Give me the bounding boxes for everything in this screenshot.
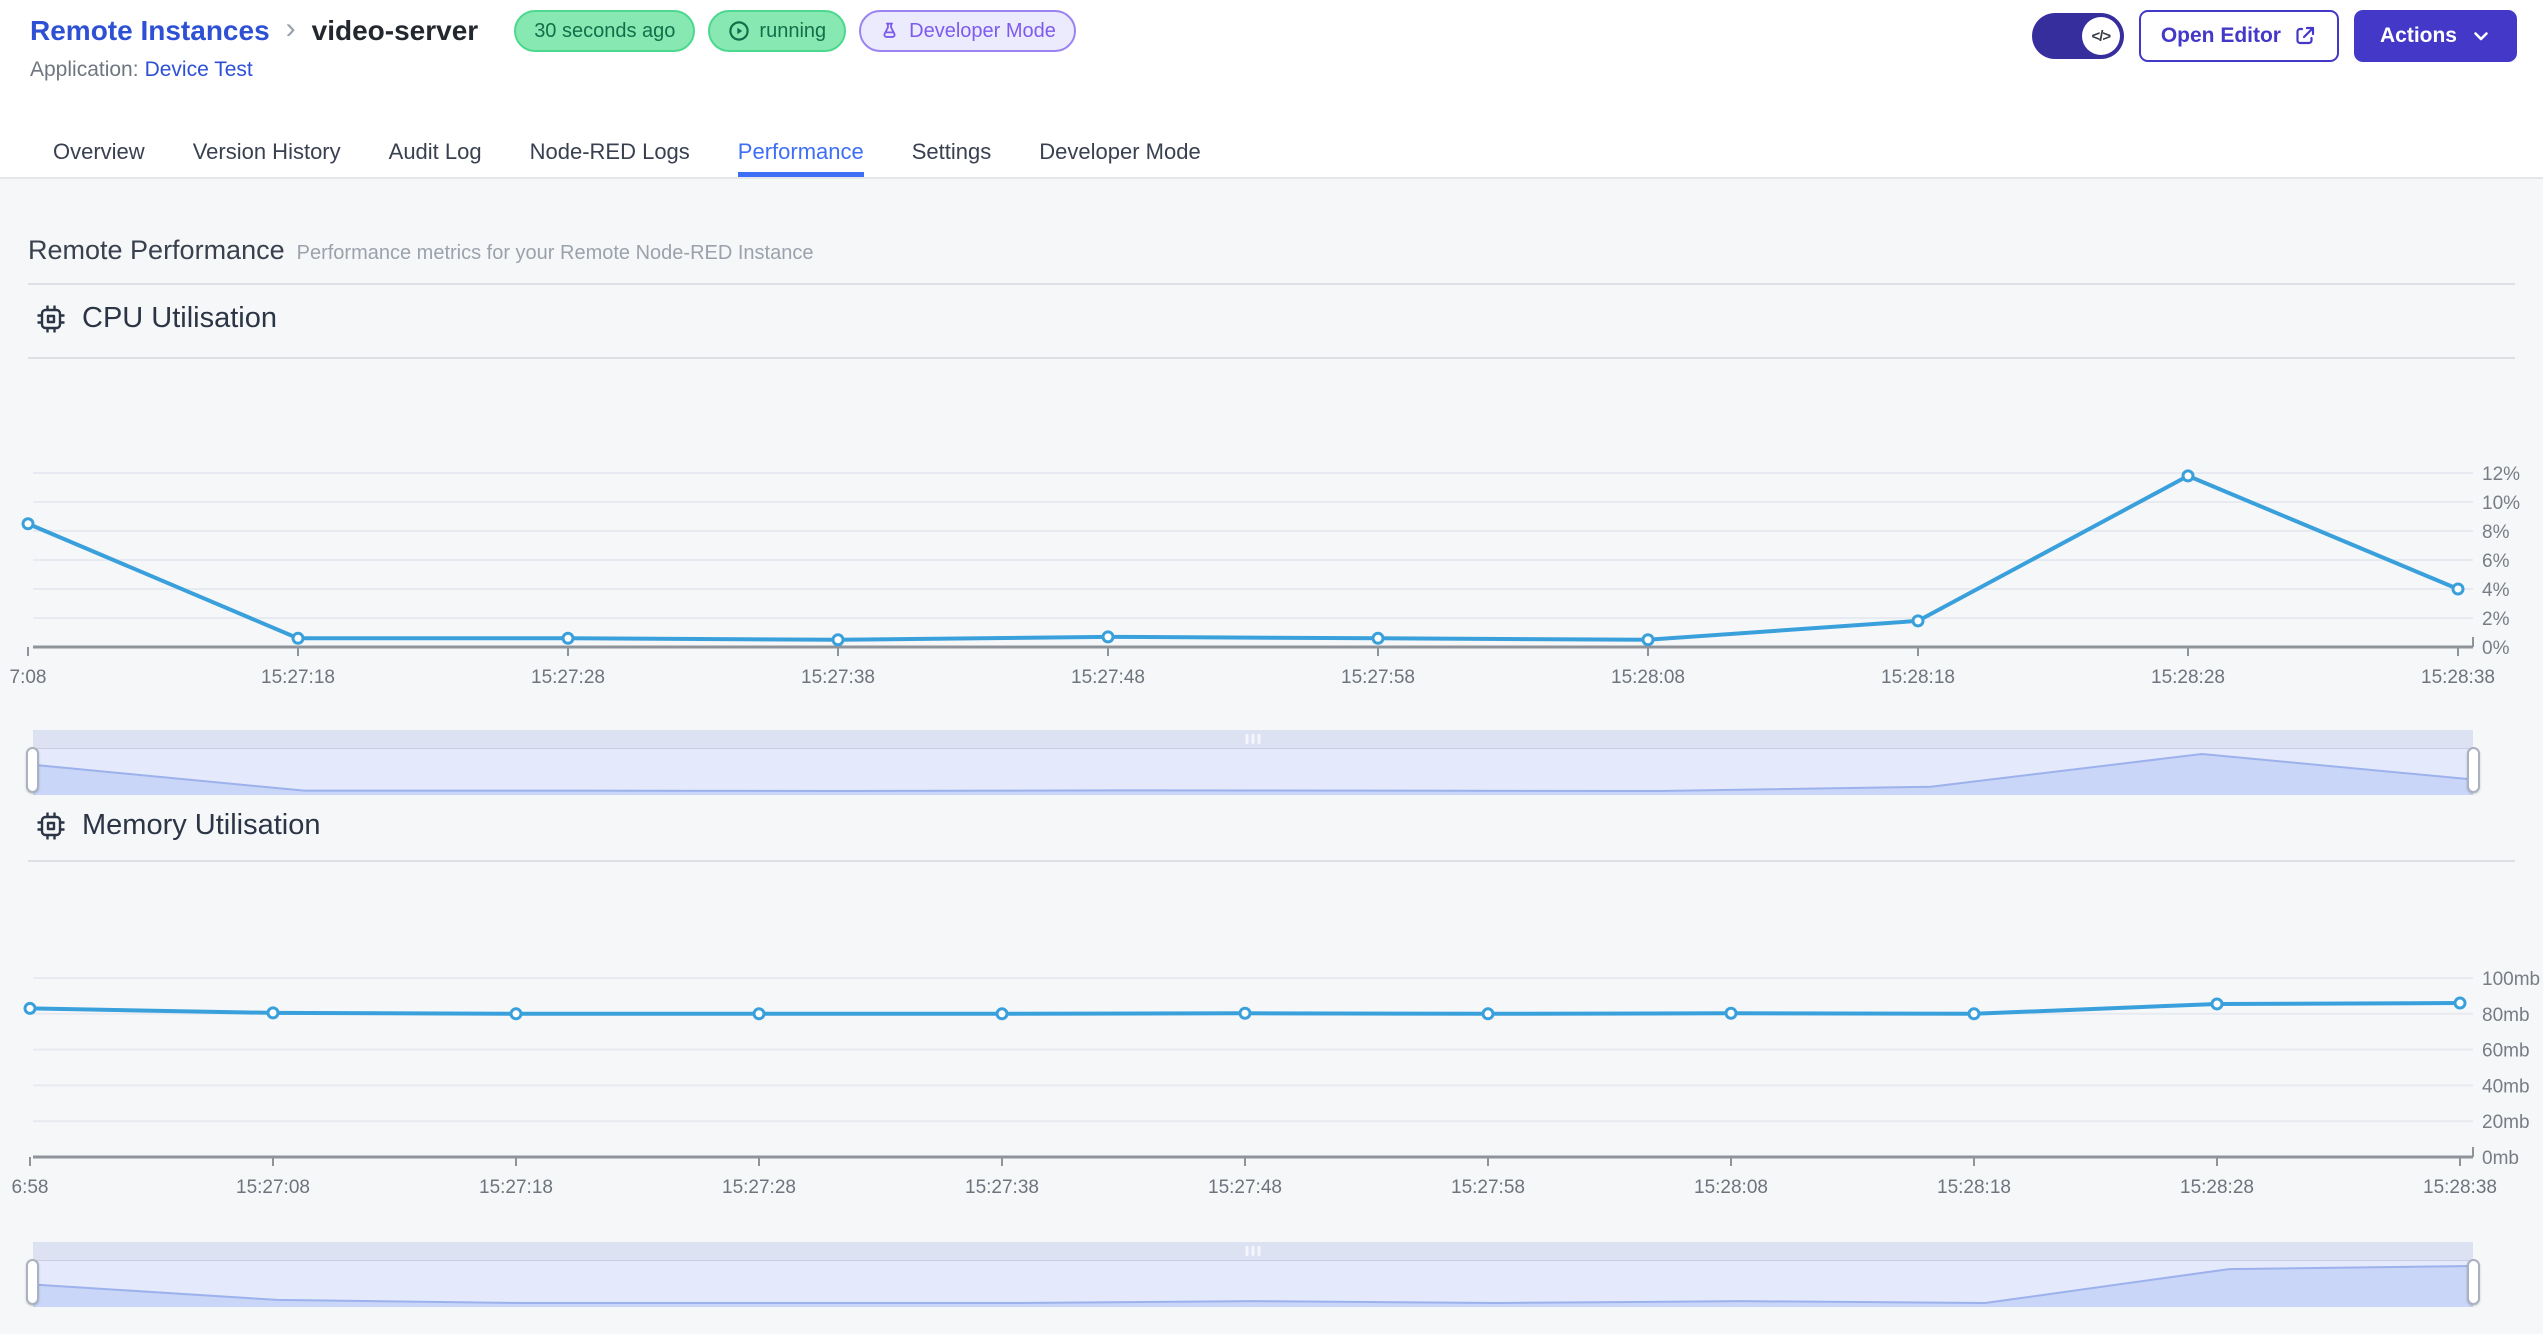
memory-utilisation-chart: 6:58 15:27:08 15:27:18 15:27:28 15:27:38 15:2… xyxy=(12,969,2541,1198)
breadcrumb-chevron-icon: › xyxy=(285,12,296,45)
cpu-utilisation-chart: 7:08 15:27:18 15:27:28 15:27:38 15:27:48 15:2… xyxy=(10,464,2521,688)
svg-text:15:27:28: 15:27:28 xyxy=(722,1177,796,1198)
cpu-section-label: CPU Utilisation xyxy=(82,302,277,334)
cpu-zoom-slider[interactable] xyxy=(26,730,2480,795)
svg-text:15:27:48: 15:27:48 xyxy=(1071,667,1145,688)
svg-text:12%: 12% xyxy=(2482,464,2520,485)
open-editor-label: Open Editor xyxy=(2160,24,2281,47)
divider xyxy=(28,357,2515,359)
tab-audit-log[interactable]: Audit Log xyxy=(388,139,482,164)
svg-text:0%: 0% xyxy=(2482,638,2510,659)
memory-section-title: Memory Utilisation xyxy=(35,809,321,842)
tab-version-history[interactable]: Version History xyxy=(192,139,341,164)
svg-text:10%: 10% xyxy=(2482,493,2520,514)
svg-text:15:27:18: 15:27:18 xyxy=(261,667,335,688)
divider xyxy=(28,860,2515,862)
tab-node-red-logs[interactable]: Node-RED Logs xyxy=(529,139,690,164)
memory-section-label: Memory Utilisation xyxy=(82,809,321,841)
main-content: Remote Performance Performance metrics f… xyxy=(0,179,2543,1334)
drag-grip-icon[interactable] xyxy=(1245,1246,1261,1256)
svg-text:15:27:18: 15:27:18 xyxy=(479,1177,553,1198)
memory-zoom-slider-shadow xyxy=(33,1265,2473,1307)
breadcrumb-instance-name: video-server xyxy=(311,15,479,46)
svg-text:15:28:18: 15:28:18 xyxy=(1937,1177,2011,1198)
last-seen-badge: 30 seconds ago xyxy=(514,10,696,52)
svg-text:15:27:28: 15:27:28 xyxy=(531,667,605,688)
svg-text:15:28:18: 15:28:18 xyxy=(1881,667,1955,688)
svg-text:6%: 6% xyxy=(2482,551,2510,572)
tab-overview[interactable]: Overview xyxy=(53,139,145,164)
svg-text:40mb: 40mb xyxy=(2482,1076,2530,1097)
developer-mode-badge-label: Developer Mode xyxy=(909,19,1056,42)
svg-text:15:27:58: 15:27:58 xyxy=(1341,667,1415,688)
application-label: Application: xyxy=(30,58,139,81)
running-status-badge: running xyxy=(708,10,847,52)
play-circle-icon xyxy=(729,21,750,41)
cpu-zoom-slider-move-bar[interactable] xyxy=(33,730,2473,749)
tab-performance[interactable]: Performance xyxy=(737,127,864,177)
svg-text:2%: 2% xyxy=(2482,609,2510,630)
memory-zoom-slider[interactable] xyxy=(26,1242,2480,1307)
svg-text:4%: 4% xyxy=(2482,580,2510,601)
svg-text:7:08: 7:08 xyxy=(10,667,47,688)
developer-mode-toggle[interactable]: </> xyxy=(2031,13,2124,59)
page-subtitle: Performance metrics for your Remote Node… xyxy=(296,242,814,264)
svg-text:100mb: 100mb xyxy=(2482,969,2540,990)
divider xyxy=(28,283,2515,285)
memory-zoom-slider-move-bar[interactable] xyxy=(33,1242,2473,1261)
svg-text:80mb: 80mb xyxy=(2482,1005,2530,1026)
svg-text:15:28:38: 15:28:38 xyxy=(2421,667,2495,688)
last-seen-badge-label: 30 seconds ago xyxy=(534,19,676,42)
svg-text:15:28:28: 15:28:28 xyxy=(2180,1177,2254,1198)
svg-text:20mb: 20mb xyxy=(2482,1112,2530,1133)
svg-text:15:28:38: 15:28:38 xyxy=(2423,1177,2497,1198)
header-controls: </> Open Editor Actions xyxy=(2031,10,2517,62)
memory-zoom-left-handle[interactable] xyxy=(26,1259,39,1305)
cpu-zoom-left-handle[interactable] xyxy=(26,747,39,793)
flask-icon xyxy=(883,22,896,38)
breadcrumb: Remote Instances › video-server 30 secon… xyxy=(30,8,1076,54)
svg-text:15:28:08: 15:28:08 xyxy=(1611,667,1685,688)
svg-text:15:28:28: 15:28:28 xyxy=(2151,667,2225,688)
memory-zoom-right-handle[interactable] xyxy=(2467,1259,2480,1305)
breadcrumb-remote-instances-link[interactable]: Remote Instances xyxy=(30,15,270,46)
tab-developer-mode[interactable]: Developer Mode xyxy=(1039,139,1201,164)
cpu-section-title: CPU Utilisation xyxy=(35,302,277,335)
application-link[interactable]: Device Test xyxy=(144,58,253,81)
actions-label: Actions xyxy=(2379,24,2457,47)
page-title: Remote Performance xyxy=(28,235,285,265)
svg-text:15:27:08: 15:27:08 xyxy=(236,1177,310,1198)
actions-button[interactable]: Actions xyxy=(2353,10,2517,62)
cpu-zoom-slider-shadow xyxy=(33,752,2473,795)
cpu-zoom-right-handle[interactable] xyxy=(2467,747,2480,793)
application-row: Application: Device Test xyxy=(30,58,253,82)
status-badges: 30 seconds ago running Developer Mode xyxy=(514,10,1076,52)
open-editor-button[interactable]: Open Editor xyxy=(2138,10,2339,62)
svg-text:15:27:38: 15:27:38 xyxy=(801,667,875,688)
code-icon: </> xyxy=(2081,17,2120,55)
chevron-down-icon xyxy=(2474,32,2488,41)
svg-text:60mb: 60mb xyxy=(2482,1041,2530,1062)
svg-text:0mb: 0mb xyxy=(2482,1148,2519,1169)
svg-text:15:28:08: 15:28:08 xyxy=(1694,1177,1768,1198)
top-bar: Remote Instances › video-server 30 secon… xyxy=(0,0,2543,127)
tab-settings[interactable]: Settings xyxy=(911,139,992,164)
external-link-icon xyxy=(2296,26,2315,45)
cpu-chip-icon xyxy=(37,305,65,332)
drag-grip-icon[interactable] xyxy=(1245,734,1261,744)
svg-text:15:27:38: 15:27:38 xyxy=(965,1177,1039,1198)
cpu-chip-icon xyxy=(37,812,65,839)
running-status-label: running xyxy=(759,19,827,42)
svg-text:6:58: 6:58 xyxy=(12,1177,49,1198)
svg-text:15:27:48: 15:27:48 xyxy=(1208,1177,1282,1198)
instance-tabs: Overview Version History Audit Log Node-… xyxy=(0,127,2543,179)
svg-text:8%: 8% xyxy=(2482,522,2510,543)
developer-mode-badge: Developer Mode xyxy=(859,10,1076,52)
page-head: Remote Performance Performance metrics f… xyxy=(28,235,813,266)
svg-text:15:27:58: 15:27:58 xyxy=(1451,1177,1525,1198)
